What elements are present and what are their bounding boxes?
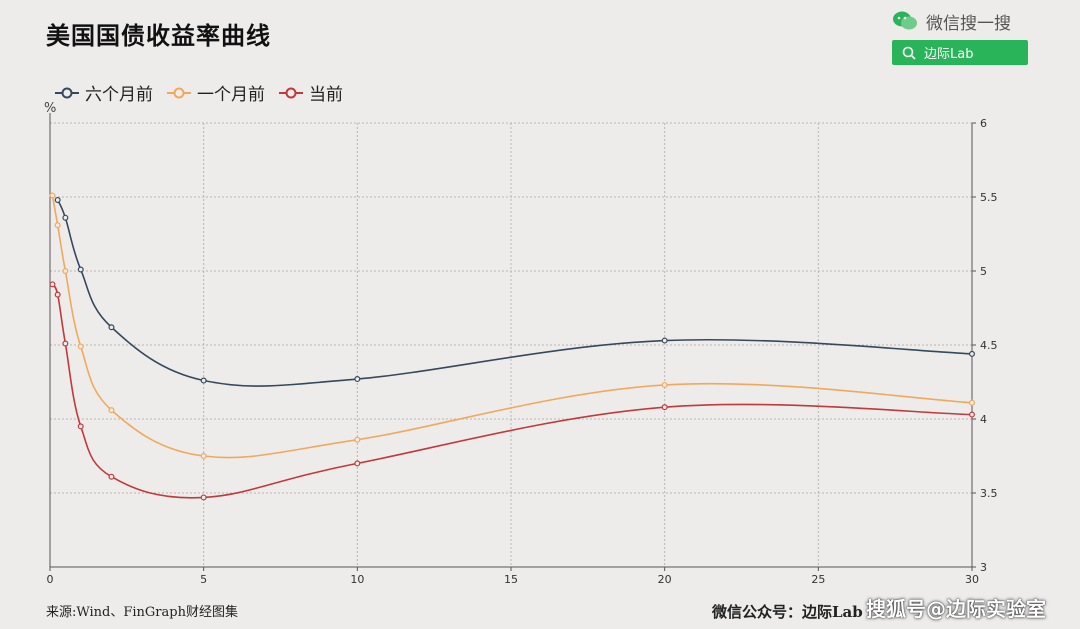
data-point-series-1: [49, 192, 56, 199]
data-point-series-2: [54, 291, 61, 298]
wechat-search-label: 边际Lab: [924, 47, 974, 62]
data-point-series-0: [108, 324, 115, 331]
legend-label: 当前: [309, 85, 343, 105]
data-point-series-0: [661, 337, 668, 344]
legend-item-current[interactable]: 当前: [279, 80, 343, 105]
data-point-series-2: [661, 404, 668, 411]
wechat-logo-icon: [893, 11, 917, 30]
data-point-series-0: [968, 350, 975, 357]
x-tick-label: 5: [200, 573, 207, 586]
data-point-series-0: [200, 377, 207, 384]
chart-title: 美国国债收益率曲线: [46, 22, 271, 50]
data-point-series-0: [62, 214, 69, 221]
search-icon: [902, 46, 916, 60]
data-point-series-0: [77, 266, 84, 273]
wechat-brand-label: 微信搜一搜: [926, 13, 1011, 34]
wechat-search-button[interactable]: 边际Lab: [892, 40, 1028, 65]
y-tick-label: 3: [980, 561, 987, 574]
legend-item-six-months-ago[interactable]: 六个月前: [55, 80, 153, 105]
legend-item-one-month-ago[interactable]: 一个月前: [167, 80, 265, 105]
x-tick-label: 0: [47, 573, 54, 586]
y-tick-label: 5.5: [980, 191, 998, 204]
x-tick-label: 20: [658, 573, 672, 586]
x-tick-label: 15: [504, 573, 518, 586]
x-tick-label: 25: [811, 573, 825, 586]
data-point-series-0: [54, 196, 61, 203]
data-point-series-1: [77, 343, 84, 350]
data-point-series-1: [200, 453, 207, 460]
legend-marker-icon: [167, 87, 191, 98]
data-point-series-2: [108, 473, 115, 480]
data-point-series-2: [200, 494, 207, 501]
data-point-series-2: [77, 423, 84, 430]
legend-marker-icon: [55, 87, 79, 98]
series-line-2: [51, 283, 973, 499]
data-point-series-1: [62, 268, 69, 275]
data-point-series-1: [968, 399, 975, 406]
legend-marker-icon: [279, 87, 303, 98]
data-point-series-1: [661, 381, 668, 388]
source-note: 来源:Wind、FinGraph财经图集: [46, 605, 238, 620]
data-point-series-2: [49, 281, 56, 288]
data-point-series-1: [54, 222, 61, 229]
y-tick-label: 4.5: [980, 339, 998, 352]
legend-label: 六个月前: [85, 85, 153, 105]
x-tick-label: 10: [350, 573, 364, 586]
x-tick-label: 30: [965, 573, 979, 586]
watermark-text: 搜狐号@边际实验室: [866, 597, 1046, 621]
data-point-series-1: [354, 436, 361, 443]
y-tick-label: 6: [980, 117, 987, 130]
y-tick-label: 3.5: [980, 487, 998, 500]
legend-label: 一个月前: [197, 85, 265, 105]
y-tick-label: 4: [980, 413, 987, 426]
data-point-series-2: [354, 460, 361, 467]
y-tick-label: 5: [980, 265, 987, 278]
chart-legend: 六个月前 一个月前 当前: [55, 80, 343, 105]
data-point-series-1: [108, 407, 115, 414]
data-point-series-0: [354, 376, 361, 383]
data-point-series-2: [62, 340, 69, 347]
data-point-series-2: [968, 411, 975, 418]
wechat-search-brand: 微信搜一搜: [892, 8, 1042, 34]
series-line-1: [51, 195, 973, 459]
account-note: 微信公众号：边际Lab: [712, 603, 863, 621]
y-axis-unit-label: %: [44, 101, 57, 116]
series-line-0: [56, 199, 973, 387]
